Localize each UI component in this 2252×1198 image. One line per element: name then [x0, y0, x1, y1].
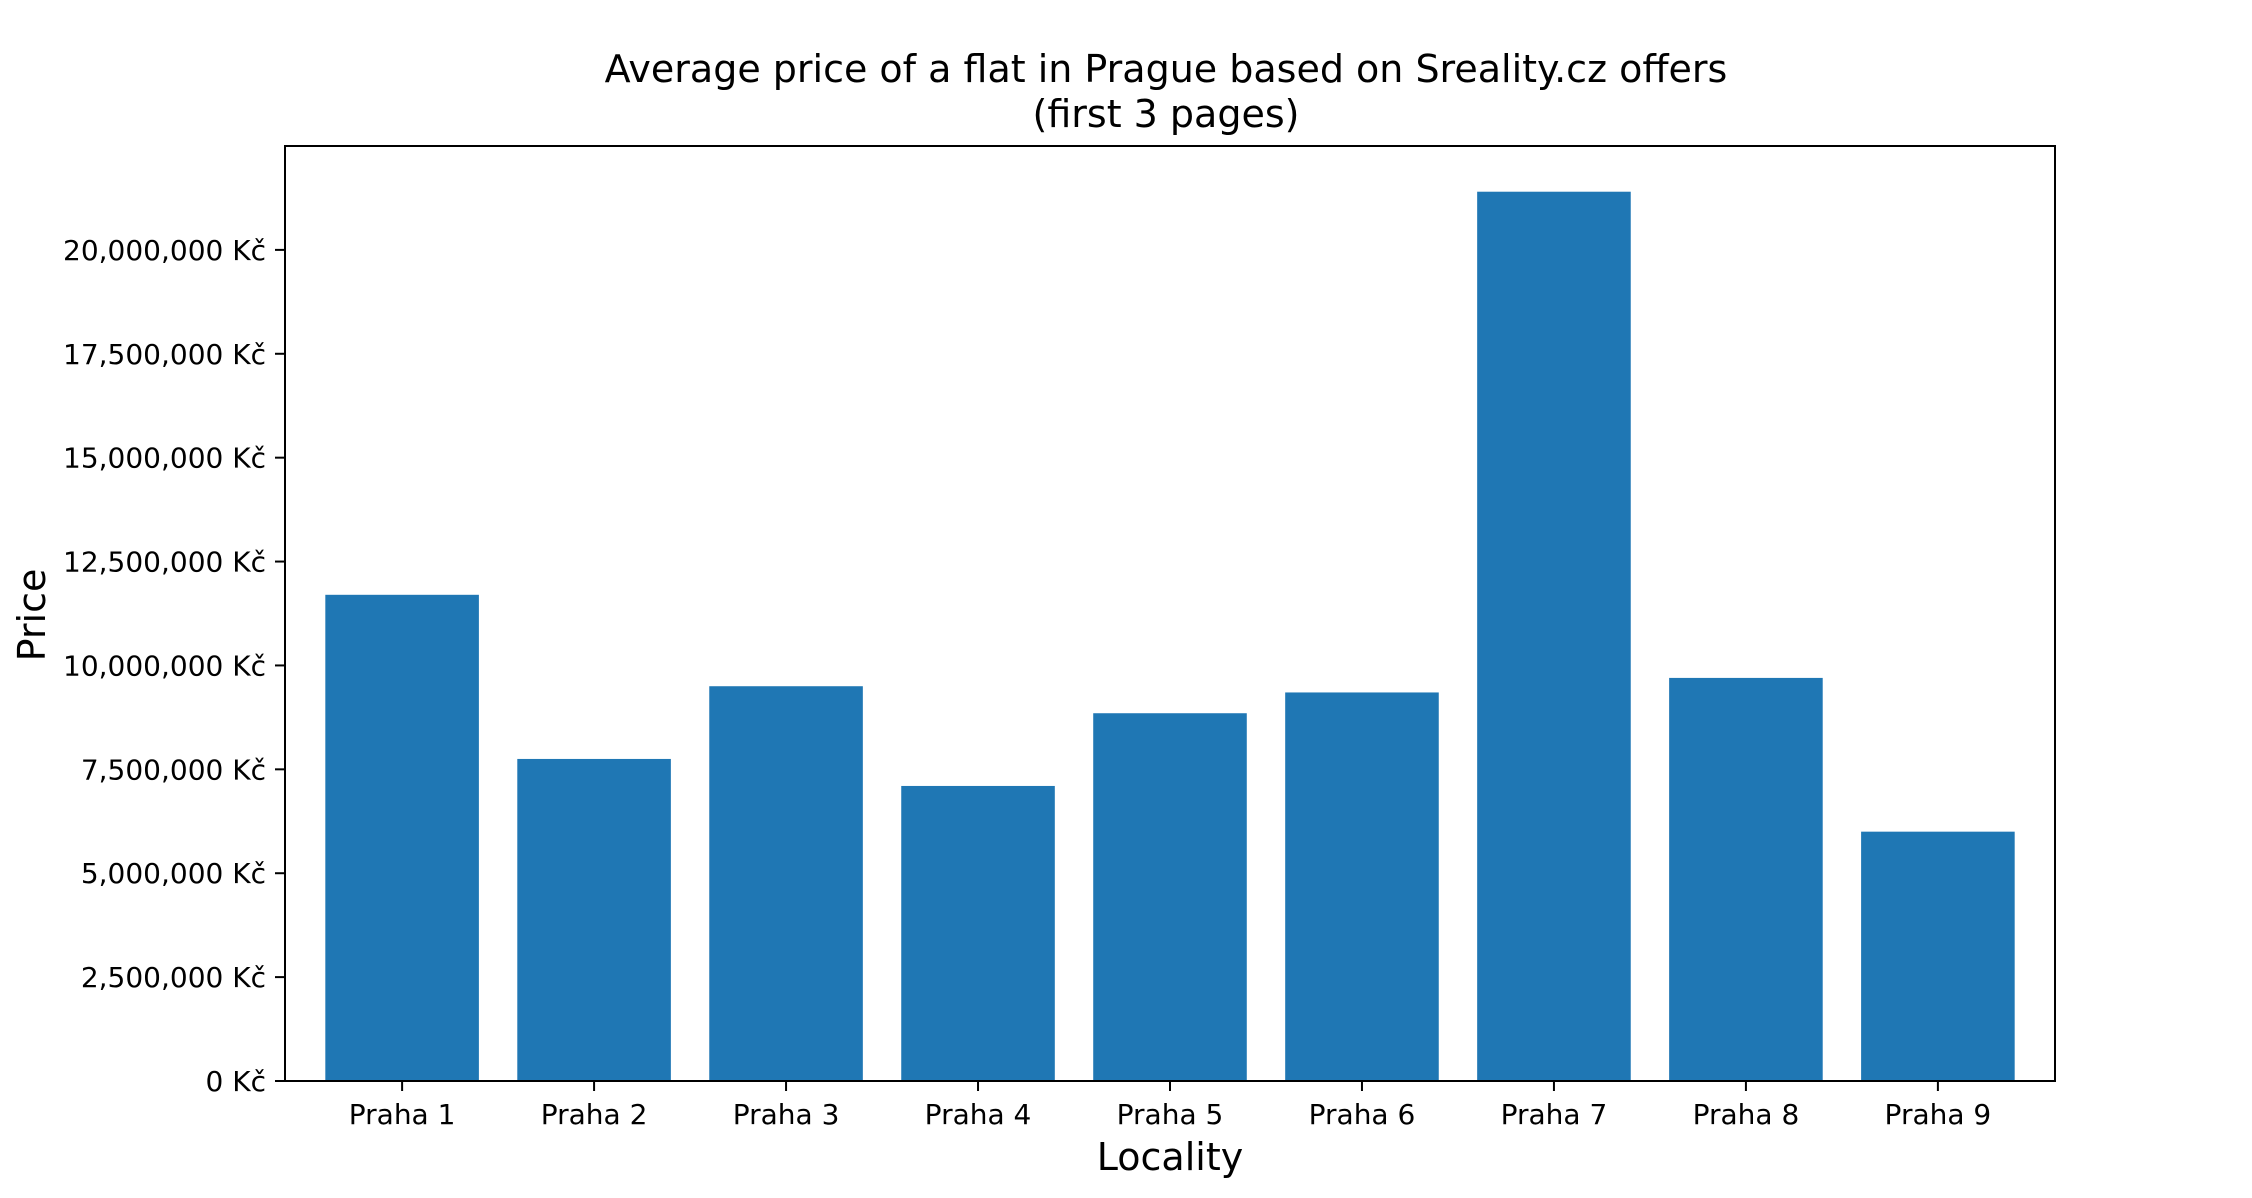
y-tick-label: 17,500,000 Kč: [63, 338, 266, 371]
x-axis: Praha 1 Praha 2 Praha 3 Praha 4 Praha 5 Praha…: [349, 1081, 1991, 1131]
bar-praha-6: [1285, 692, 1439, 1081]
bar-praha-8: [1669, 677, 1823, 1081]
y-tick-label: 20,000,000 Kč: [63, 234, 266, 267]
y-tick-label: 12,500,000 Kč: [63, 546, 266, 579]
x-tick-label: Praha 1: [349, 1098, 456, 1131]
bar-praha-4: [901, 785, 1055, 1081]
x-axis-label: Locality: [1097, 1135, 1243, 1179]
chart-title: Average price of a flat in Prague based …: [605, 47, 1728, 91]
y-tick-label: 7,500,000 Kč: [81, 753, 266, 786]
x-tick-label: Praha 3: [733, 1098, 840, 1131]
y-axis-label: Price: [10, 569, 54, 662]
x-tick-label: Praha 7: [1501, 1098, 1608, 1131]
bar-praha-1: [325, 594, 479, 1081]
bar-praha-3: [709, 686, 863, 1081]
x-tick-label: Praha 5: [1117, 1098, 1224, 1131]
bar-praha-7: [1477, 191, 1631, 1081]
y-tick-label: 2,500,000 Kč: [81, 961, 266, 994]
y-tick-label: 15,000,000 Kč: [63, 442, 266, 475]
bars-group: [325, 191, 2015, 1081]
x-tick-label: Praha 9: [1885, 1098, 1992, 1131]
y-tick-label: 0 Kč: [206, 1065, 266, 1098]
bar-praha-9: [1861, 831, 2015, 1081]
bar-praha-5: [1093, 713, 1247, 1081]
x-tick-label: Praha 2: [541, 1098, 648, 1131]
bar-praha-2: [517, 758, 671, 1081]
y-tick-label: 10,000,000 Kč: [63, 649, 266, 682]
plot-frame: [284, 145, 2056, 1082]
chart-subtitle: (first 3 pages): [1033, 92, 1300, 136]
x-tick-label: Praha 6: [1309, 1098, 1416, 1131]
x-tick-label: Praha 4: [925, 1098, 1032, 1131]
y-tick-label: 5,000,000 Kč: [81, 857, 266, 890]
y-axis: 0 Kč 2,500,000 Kč 5,000,000 Kč 7,500,000 Kč…: [63, 234, 285, 1098]
x-tick-label: Praha 8: [1693, 1098, 1800, 1131]
